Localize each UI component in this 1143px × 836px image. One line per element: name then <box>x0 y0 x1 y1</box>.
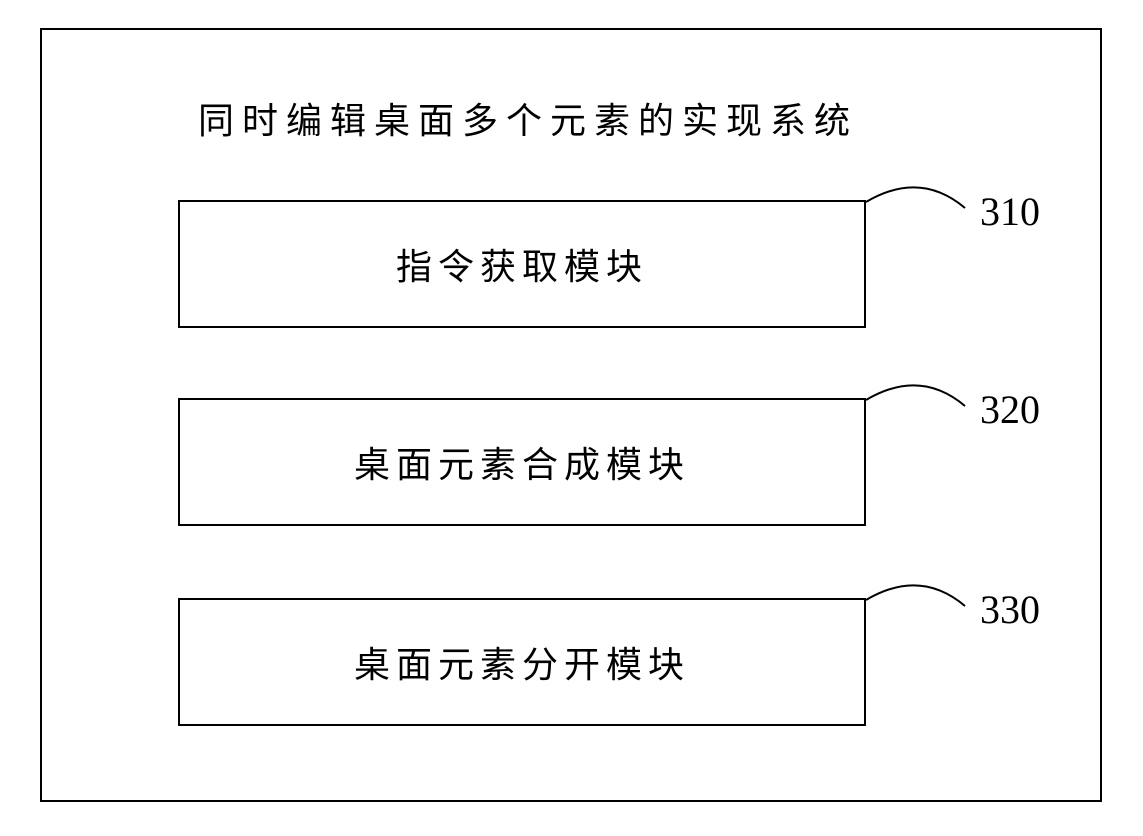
module-box-330: 桌面元素分开模块 <box>178 598 866 726</box>
module-box-320: 桌面元素合成模块 <box>178 398 866 526</box>
leader-line-310 <box>861 165 970 213</box>
module-label: 桌面元素合成模块 <box>354 436 690 488</box>
module-box-310: 指令获取模块 <box>178 200 866 328</box>
module-label: 桌面元素分开模块 <box>354 636 690 688</box>
ref-number-320: 320 <box>980 386 1040 433</box>
ref-number-310: 310 <box>980 188 1040 235</box>
leader-line-320 <box>861 363 970 411</box>
ref-number-330: 330 <box>980 586 1040 633</box>
diagram-title: 同时编辑桌面多个元素的实现系统 <box>198 92 858 144</box>
leader-line-330 <box>861 563 970 611</box>
module-label: 指令获取模块 <box>396 238 648 290</box>
